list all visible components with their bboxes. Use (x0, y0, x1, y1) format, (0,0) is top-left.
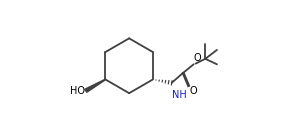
Polygon shape (85, 79, 105, 92)
Text: O: O (194, 53, 201, 63)
Text: O: O (190, 86, 198, 96)
Text: HO: HO (70, 86, 85, 96)
Text: NH: NH (173, 90, 187, 100)
